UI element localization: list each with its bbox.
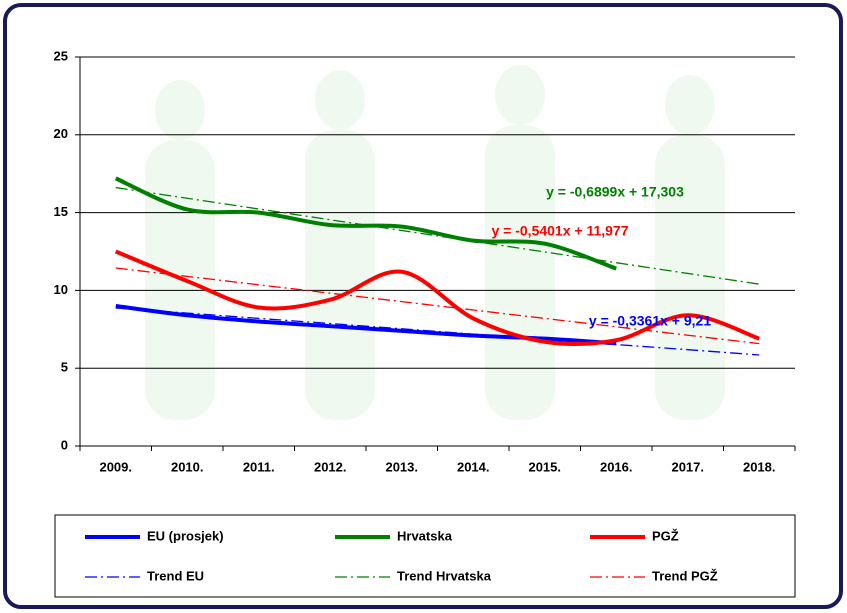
y-tick-label: 10 bbox=[54, 282, 68, 297]
y-tick-label: 5 bbox=[61, 360, 68, 375]
y-tick-label: 15 bbox=[54, 204, 68, 219]
legend-label: Trend PGŽ bbox=[652, 568, 718, 583]
trend-line bbox=[115, 186, 760, 285]
trend-line bbox=[115, 267, 760, 345]
x-tick-label: 2015. bbox=[528, 459, 561, 474]
x-tick-label: 2016. bbox=[600, 459, 633, 474]
x-tick-label: 2010. bbox=[171, 459, 204, 474]
y-tick-label: 20 bbox=[54, 126, 68, 141]
legend-box bbox=[54, 514, 796, 598]
trend-equation: y = -0,6899x + 17,303 bbox=[546, 184, 684, 200]
x-tick-label: 2017. bbox=[671, 459, 704, 474]
trend-equation: y = -0,5401x + 11,977 bbox=[491, 223, 628, 239]
legend-label: PGŽ bbox=[652, 528, 679, 543]
frame bbox=[3, 3, 843, 609]
x-tick-label: 2018. bbox=[743, 459, 776, 474]
legend-label: Trend Hrvatska bbox=[397, 568, 492, 583]
legend-label: EU (prosjek) bbox=[147, 528, 224, 543]
y-tick-label: 25 bbox=[54, 48, 68, 63]
x-tick-label: 2013. bbox=[385, 459, 418, 474]
data-line bbox=[114, 176, 617, 271]
trend-equation: y = -0,3361x + 9,21 bbox=[589, 313, 711, 329]
x-tick-label: 2014. bbox=[457, 459, 490, 474]
x-tick-label: 2009. bbox=[99, 459, 132, 474]
legend-label: Trend EU bbox=[147, 568, 204, 583]
data-line bbox=[114, 249, 760, 347]
trend-line bbox=[115, 307, 760, 356]
y-tick-label: 0 bbox=[61, 437, 68, 452]
x-tick-label: 2011. bbox=[243, 459, 275, 474]
x-tick-label: 2012. bbox=[314, 459, 347, 474]
data-line bbox=[115, 303, 617, 346]
legend-label: Hrvatska bbox=[397, 528, 453, 543]
